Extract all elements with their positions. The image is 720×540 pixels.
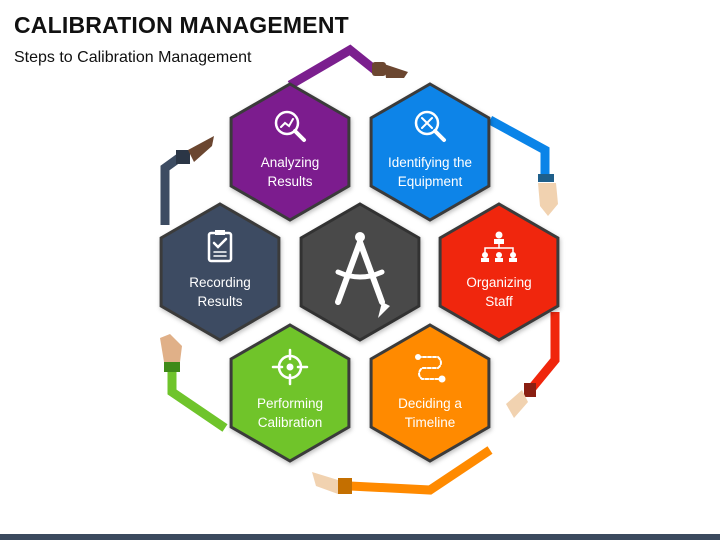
hexagon-shape [229, 82, 351, 222]
connector-purple [287, 44, 378, 89]
step-hexagons: Analyzing Results Identifying the Equipment… [159, 82, 560, 463]
step-label-line1: Recording [189, 275, 251, 290]
magnifier-chart-icon [274, 110, 306, 142]
step-label-line1: Organizing [466, 275, 531, 290]
hexagon-shape [229, 323, 351, 463]
step-label-line2: Staff [485, 294, 513, 309]
hand-icon [538, 174, 558, 216]
step-hexagon-organizing: Organizing Staff [438, 202, 560, 342]
connector-red [528, 312, 560, 391]
step-label-line1: Deciding a [398, 396, 462, 411]
hand-icon [506, 383, 536, 418]
bottom-bar [0, 534, 720, 540]
step-label-line2: Equipment [398, 174, 463, 189]
step-label-line2: Calibration [258, 415, 323, 430]
hand-icon [312, 472, 352, 494]
step-hexagon-analyzing: Analyzing Results [229, 82, 351, 222]
step-hexagon-recording: Recording Results [159, 202, 281, 342]
step-label-line1: Performing [257, 396, 323, 411]
hand-icon [372, 62, 408, 78]
connector-slate [160, 151, 186, 225]
connector-lines [160, 44, 560, 495]
timeline-icon [415, 354, 446, 383]
page-subtitle: Steps to Calibration Management [14, 49, 252, 66]
step-hexagon-deciding: Deciding a Timeline [369, 323, 491, 463]
target-icon [271, 348, 309, 386]
magnifier-tools-icon [414, 110, 446, 142]
step-label-line2: Results [197, 294, 242, 309]
center-hexagon-shape [299, 202, 421, 342]
step-label-line1: Analyzing [261, 155, 320, 170]
step-label-line2: Timeline [405, 415, 456, 430]
connector-blue [487, 116, 550, 178]
connector-green [167, 368, 228, 432]
hexagon-shape [159, 202, 281, 342]
hexagon-shape [438, 202, 560, 342]
connector-orange [349, 446, 493, 495]
hexagon-shape [369, 323, 491, 463]
compass-icon [335, 232, 390, 318]
step-hexagon-identifying: Identifying the Equipment [369, 82, 491, 222]
hand-icon [160, 334, 182, 372]
clipboard-check-icon [207, 230, 233, 263]
hexagon-shape [369, 82, 491, 222]
step-label-line1: Identifying the [388, 155, 472, 170]
step-label-line2: Results [267, 174, 312, 189]
hand-icon [176, 136, 214, 164]
center-hexagon [299, 202, 421, 342]
step-hexagon-performing: Performing Calibration [229, 323, 351, 463]
org-chart-icon [481, 231, 517, 262]
page-title: CALIBRATION MANAGEMENT [14, 12, 349, 38]
pointing-hands [160, 62, 558, 494]
